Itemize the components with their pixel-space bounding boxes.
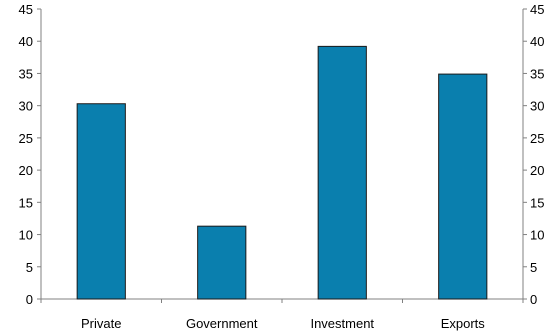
y-tick-label-right: 40	[530, 34, 544, 49]
bar-exports	[438, 73, 488, 300]
y-tick-label-left: 30	[19, 99, 33, 114]
y-tick-label-left: 20	[19, 163, 33, 178]
y-tick-label-right: 45	[530, 2, 544, 17]
y-tick-label-right: 30	[530, 99, 544, 114]
y-tick-label-right: 25	[530, 131, 544, 146]
labels: 0 5 10 15 20 25 30 35 40 45 0 5 10 15 20 25 30 35 40 45 Priv…	[19, 2, 545, 331]
y-tick-label-right: 0	[530, 292, 537, 307]
bar-government	[197, 225, 247, 300]
y-tick-label-right: 20	[530, 163, 544, 178]
y-tick-label-right: 35	[530, 66, 544, 81]
y-tick-label-left: 0	[26, 292, 33, 307]
y-tick-label-left: 35	[19, 66, 33, 81]
y-tick-label-right: 5	[530, 260, 537, 275]
y-tick-label-right: 10	[530, 228, 544, 243]
bars	[76, 45, 488, 300]
y-tick-label-left: 5	[26, 260, 33, 275]
x-category-label: Government	[186, 316, 258, 331]
y-tick-label-left: 25	[19, 131, 33, 146]
y-tick-label-left: 45	[19, 2, 33, 17]
x-category-label: Exports	[441, 316, 486, 331]
y-tick-label-right: 15	[530, 195, 544, 210]
y-tick-label-left: 15	[19, 195, 33, 210]
bar-private	[76, 103, 126, 300]
y-tick-label-left: 40	[19, 34, 33, 49]
x-category-label: Private	[81, 316, 121, 331]
bar-investment	[317, 45, 367, 300]
y-tick-label-left: 10	[19, 228, 33, 243]
x-category-label: Investment	[310, 316, 374, 331]
